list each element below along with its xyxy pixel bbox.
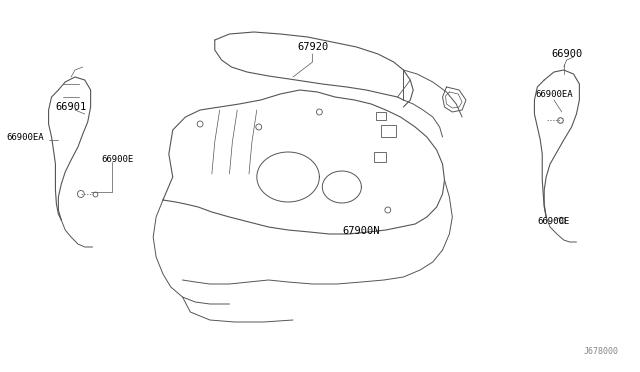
Text: 66900EA: 66900EA (535, 90, 573, 99)
Text: 66900E: 66900E (101, 155, 133, 164)
Text: 66901: 66901 (56, 102, 86, 112)
Text: 66900E: 66900E (538, 217, 570, 226)
Text: 66900EA: 66900EA (6, 133, 44, 142)
Text: J678000: J678000 (584, 347, 618, 356)
Text: 66900: 66900 (551, 49, 582, 59)
Text: 67900N: 67900N (342, 226, 380, 236)
Text: 67920: 67920 (297, 42, 328, 52)
